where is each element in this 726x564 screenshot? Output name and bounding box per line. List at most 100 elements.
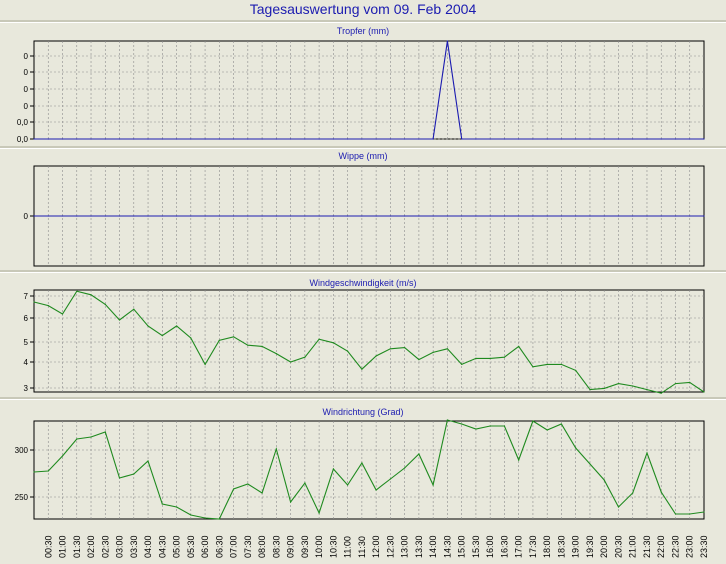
data-point xyxy=(446,40,448,42)
data-point xyxy=(33,215,35,217)
data-point xyxy=(275,448,277,450)
x-tick-label: 16:30 xyxy=(499,535,509,558)
x-tick-label: 13:00 xyxy=(400,535,410,558)
data-point xyxy=(33,138,35,140)
data-point xyxy=(703,215,705,217)
data-point xyxy=(47,470,49,472)
x-tick-label: 10:30 xyxy=(328,535,338,558)
data-point xyxy=(375,355,377,357)
data-point xyxy=(33,301,35,303)
panel-title: Tropfer (mm) xyxy=(337,26,389,36)
x-tick-label: 02:30 xyxy=(100,535,110,558)
data-point xyxy=(603,138,605,140)
data-point xyxy=(603,479,605,481)
data-point xyxy=(133,308,135,310)
data-point xyxy=(104,138,106,140)
x-tick-label: 11:00 xyxy=(343,536,353,558)
data-point xyxy=(118,215,121,217)
x-tick-label: 15:30 xyxy=(471,535,481,558)
data-point xyxy=(233,215,235,217)
data-point xyxy=(404,138,406,140)
data-point xyxy=(332,138,334,140)
data-point xyxy=(318,138,320,140)
data-point xyxy=(546,429,548,431)
x-tick-label: 17:00 xyxy=(514,535,524,558)
data-point xyxy=(461,138,463,140)
data-point xyxy=(575,369,577,371)
data-point xyxy=(532,138,534,140)
data-point xyxy=(446,215,448,217)
data-point xyxy=(204,215,206,217)
x-tick-label: 08:00 xyxy=(257,535,267,558)
data-point xyxy=(646,215,648,217)
data-point xyxy=(261,138,263,140)
data-point xyxy=(446,348,448,350)
data-point xyxy=(389,348,391,350)
data-point xyxy=(674,215,677,217)
data-point xyxy=(689,138,691,140)
data-point xyxy=(204,363,206,365)
x-tick-label: 06:00 xyxy=(200,535,210,558)
data-point xyxy=(546,363,548,365)
data-point xyxy=(617,215,620,217)
data-point xyxy=(290,501,292,503)
data-point xyxy=(546,215,548,217)
data-point xyxy=(575,138,577,140)
x-tick-label: 08:30 xyxy=(271,535,281,558)
y-tick-label: 0 xyxy=(24,85,29,94)
data-point xyxy=(190,215,192,217)
data-point xyxy=(475,215,477,217)
plot-frame xyxy=(33,40,705,140)
data-point xyxy=(404,347,406,349)
data-point xyxy=(161,138,163,140)
data-point xyxy=(361,215,363,217)
data-point xyxy=(532,366,534,368)
data-point xyxy=(518,215,520,217)
data-point xyxy=(76,438,78,440)
series-line xyxy=(33,290,705,394)
data-point xyxy=(332,342,334,344)
data-point xyxy=(275,138,277,140)
panel-separator xyxy=(0,146,726,149)
data-point xyxy=(418,215,420,217)
x-tick-label: 20:30 xyxy=(613,535,623,558)
data-point xyxy=(461,423,463,425)
data-point xyxy=(632,215,634,217)
y-tick-label: 7 xyxy=(24,292,29,301)
data-point xyxy=(290,138,292,140)
data-point xyxy=(389,478,391,480)
data-point xyxy=(503,215,505,217)
data-point xyxy=(689,381,691,383)
panel-separator xyxy=(0,20,726,23)
data-point xyxy=(432,351,434,353)
y-tick-label: 300 xyxy=(15,446,29,455)
data-point xyxy=(575,215,577,217)
data-point xyxy=(90,215,92,217)
y-tick-label: 0 xyxy=(24,52,29,61)
y-tick-label: 250 xyxy=(15,493,29,502)
data-point xyxy=(133,138,135,140)
data-point xyxy=(432,484,434,486)
plot-frame xyxy=(33,289,705,393)
data-point xyxy=(218,339,220,341)
data-point xyxy=(404,467,406,469)
data-point xyxy=(90,294,92,296)
data-point xyxy=(660,215,662,217)
data-point xyxy=(76,138,78,140)
y-tick-label: 4 xyxy=(24,358,29,367)
data-point xyxy=(560,423,563,425)
data-point xyxy=(689,513,691,515)
x-tick-label: 10:00 xyxy=(314,535,324,558)
data-point xyxy=(703,138,705,140)
x-tick-label: 22:30 xyxy=(670,535,680,558)
data-point xyxy=(332,468,334,470)
y-tick-label: 0,0 xyxy=(17,135,29,144)
data-point xyxy=(603,387,605,389)
data-point xyxy=(190,514,192,516)
data-point xyxy=(703,391,705,393)
data-point xyxy=(518,138,520,140)
data-point xyxy=(247,138,249,140)
data-point xyxy=(147,138,149,140)
panel-separator xyxy=(0,270,726,273)
data-point xyxy=(133,473,135,475)
